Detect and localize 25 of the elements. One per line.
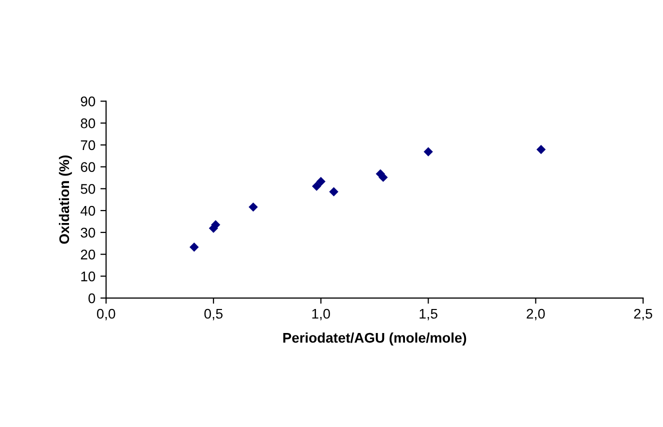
y-tick-label: 60	[80, 162, 96, 172]
y-tick-label: 30	[80, 228, 96, 238]
y-tick-label: 50	[80, 184, 96, 194]
point	[536, 144, 546, 154]
x-tick-label: 0,5	[204, 308, 223, 320]
x-tick-label: 1,5	[420, 308, 438, 320]
y-tick-label: 80	[80, 118, 96, 128]
point	[312, 182, 322, 191]
y-tick-label: 0	[88, 293, 96, 304]
point	[424, 147, 433, 156]
y-tick-label: 40	[80, 206, 96, 216]
point	[190, 242, 199, 252]
point	[329, 187, 338, 196]
x-tick-label: 0,0	[96, 308, 116, 320]
y-tick-label: 20	[80, 250, 96, 260]
y-tick-label: 90	[80, 96, 96, 106]
y-tick-label: 10	[81, 272, 96, 282]
x-tick-label: 2,5	[634, 308, 652, 320]
point	[248, 202, 258, 212]
y-tick-label: 70	[80, 140, 96, 150]
x-axis-title: Periodatet/AGU (mole/mole)	[283, 332, 466, 346]
point	[316, 176, 326, 186]
x-tick-label: 2,0	[526, 308, 545, 320]
y-axis-title: Oxidation (%)	[58, 156, 72, 244]
x-tick-label: 1,0	[312, 308, 330, 320]
